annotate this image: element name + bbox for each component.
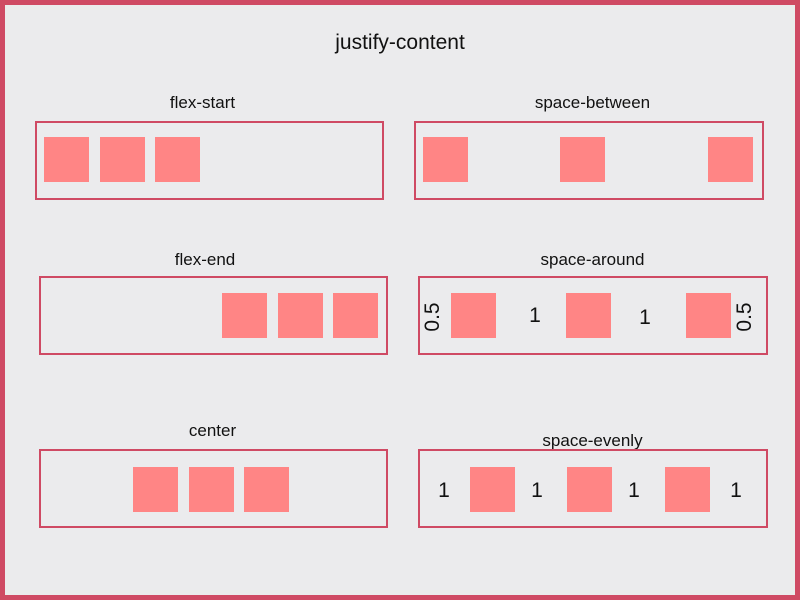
gap-label: 1 — [730, 479, 742, 502]
center-container — [39, 449, 388, 528]
flex-item — [333, 293, 378, 338]
flex-item — [155, 137, 200, 182]
gap-label: 1 — [438, 479, 450, 502]
space-around-label: space-around — [540, 250, 645, 269]
flex-item — [560, 137, 605, 182]
gap-label: 1 — [531, 479, 543, 502]
flex-item — [278, 293, 323, 338]
flex-item — [189, 467, 234, 512]
flex-item — [566, 293, 611, 338]
flex-item — [451, 293, 496, 338]
center-label: center — [188, 421, 237, 440]
space-between-label: space-between — [534, 93, 651, 112]
flex-start-label: flex-start — [169, 93, 236, 112]
gap-label: 1 — [628, 479, 640, 502]
flex-item — [100, 137, 145, 182]
flex-item — [133, 467, 178, 512]
gap-label: 0.5 — [733, 302, 756, 332]
flex-item — [665, 467, 710, 512]
flex-start-container — [35, 121, 384, 200]
space-evenly-label: space-evenly — [542, 431, 643, 450]
gap-label: 0.5 — [421, 302, 444, 332]
flex-item — [708, 137, 753, 182]
space-evenly-container: 1 1 1 1 — [418, 449, 768, 528]
gap-label: 1 — [639, 306, 651, 329]
flex-item — [470, 467, 515, 512]
flex-item — [44, 137, 89, 182]
diagram-title: justify-content — [335, 31, 465, 54]
flex-item — [567, 467, 612, 512]
flex-item — [686, 293, 731, 338]
space-between-container — [414, 121, 764, 200]
flex-item — [423, 137, 468, 182]
gap-label: 1 — [529, 304, 541, 327]
space-around-container: 0.5 1 1 0.5 — [418, 276, 768, 355]
flex-item — [222, 293, 267, 338]
flex-end-container — [39, 276, 388, 355]
flex-end-label: flex-end — [174, 250, 236, 269]
flex-item — [244, 467, 289, 512]
